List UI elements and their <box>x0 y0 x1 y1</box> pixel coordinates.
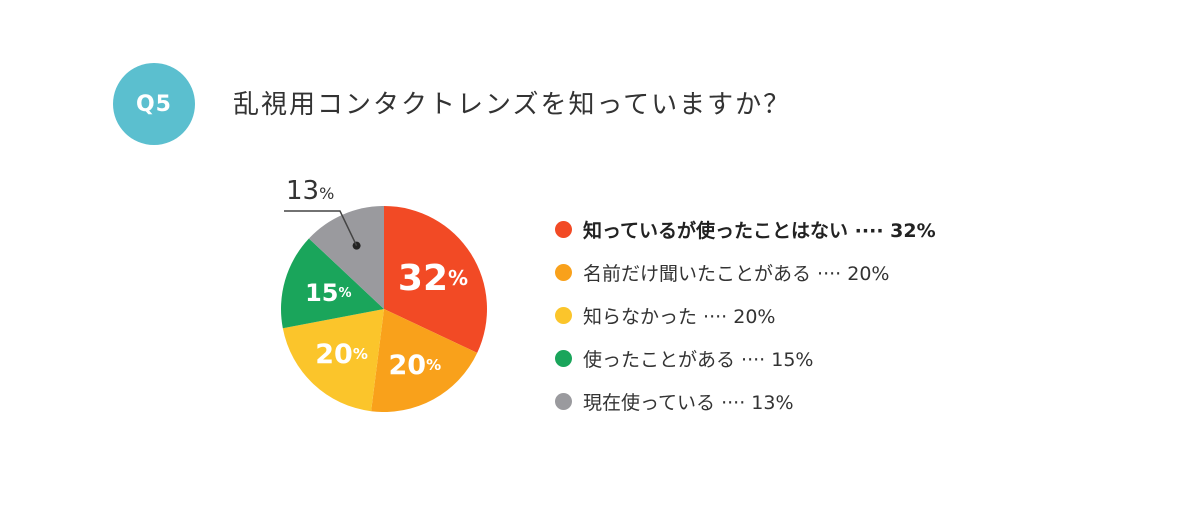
question-title: 乱視用コンタクトレンズを知っていますか？ <box>233 90 792 120</box>
question-number-badge: Q5 <box>113 63 195 145</box>
legend-item: 知っているが使ったことはない ···· 32% <box>555 208 936 251</box>
legend-item: 知らなかった ···· 20% <box>555 294 936 337</box>
legend-item: 名前だけ聞いたことがある ···· 20% <box>555 251 936 294</box>
legend-dot <box>555 350 572 367</box>
legend-text: 知っているが使ったことはない ···· 32% <box>583 220 936 242</box>
legend-text: 現在使っている ···· 13% <box>583 392 794 414</box>
pie-slice-value-label: 20% <box>389 350 442 381</box>
pie-slice <box>384 206 487 353</box>
pie-slice <box>282 309 384 412</box>
legend-item: 使ったことがある ···· 15% <box>555 337 936 380</box>
pie-slice-value-label: 13% <box>286 176 334 206</box>
pie-slice <box>281 238 384 329</box>
legend-dot <box>555 307 572 324</box>
pie-slice <box>371 309 478 412</box>
legend-text: 名前だけ聞いたことがある ···· 20% <box>583 263 890 285</box>
pie-slice-value-label: 20% <box>315 339 368 370</box>
legend-text: 使ったことがある ···· 15% <box>583 349 814 371</box>
legend-dot <box>555 393 572 410</box>
legend-item: 現在使っている ···· 13% <box>555 380 936 423</box>
legend-text: 知らなかった ···· 20% <box>583 306 776 328</box>
leader-line <box>284 210 358 246</box>
chart-legend: 知っているが使ったことはない ···· 32% 名前だけ聞いたことがある ···… <box>555 208 936 423</box>
question-number: Q5 <box>135 91 172 117</box>
pie-slice <box>308 206 384 309</box>
legend-dot <box>555 221 572 238</box>
pie-slice-value-label: 32% <box>398 257 468 298</box>
pie-slice-value-label: 15% <box>305 279 351 307</box>
legend-dot <box>555 264 572 281</box>
